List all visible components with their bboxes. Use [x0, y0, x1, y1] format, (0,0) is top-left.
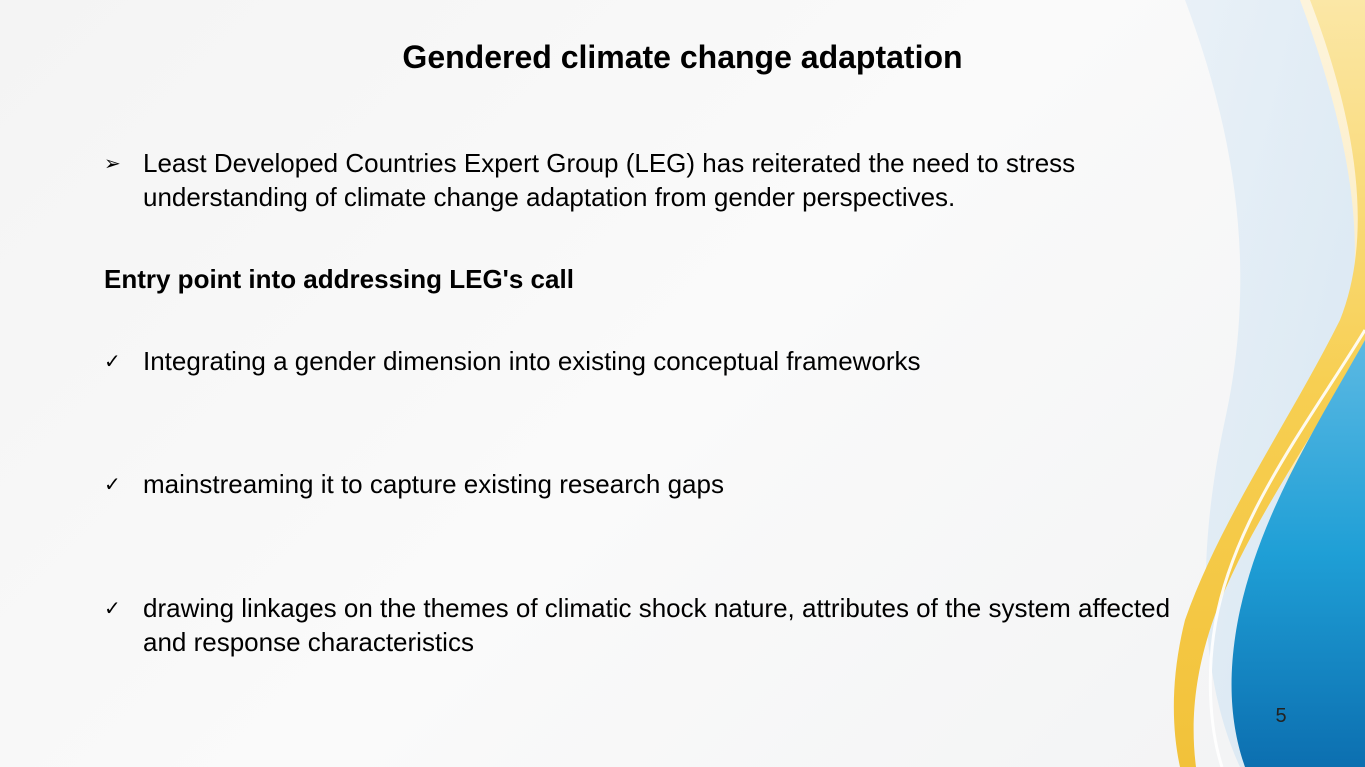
check-item-1: ✓ Integrating a gender dimension into ex…	[104, 344, 1184, 378]
check-item-3: ✓ drawing linkages on the themes of clim…	[104, 591, 1184, 659]
white-highlight-line	[1208, 329, 1365, 767]
intro-bullet: ➢ Least Developed Countries Expert Group…	[104, 146, 1184, 214]
check-item-text: mainstreaming it to capture existing res…	[143, 469, 724, 499]
page-number: 5	[1275, 705, 1287, 727]
checkmark-icon: ✓	[104, 596, 121, 620]
checkmark-icon: ✓	[104, 349, 121, 373]
arrow-bullet-icon: ➢	[104, 151, 121, 175]
slide-title: Gendered climate change adaptation	[402, 39, 963, 75]
checkmark-icon: ✓	[104, 472, 121, 496]
check-item-2: ✓ mainstreaming it to capture existing r…	[104, 467, 1184, 501]
section-subheading: Entry point into addressing LEG's call	[104, 264, 574, 294]
yellow-ribbon	[1173, 0, 1365, 767]
intro-bullet-text: Least Developed Countries Expert Group (…	[143, 148, 1076, 212]
check-item-text: drawing linkages on the themes of climat…	[143, 593, 1171, 657]
check-item-text: Integrating a gender dimension into exis…	[143, 346, 921, 376]
blue-wave	[1231, 340, 1365, 767]
